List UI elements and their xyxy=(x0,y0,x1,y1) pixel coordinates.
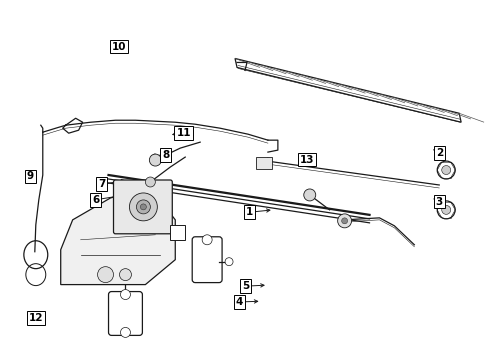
Circle shape xyxy=(224,258,233,266)
Circle shape xyxy=(98,267,113,283)
Circle shape xyxy=(136,200,150,214)
Polygon shape xyxy=(170,225,185,240)
Text: 1: 1 xyxy=(245,207,252,217)
Circle shape xyxy=(337,214,351,228)
Text: 2: 2 xyxy=(435,148,442,158)
Text: 5: 5 xyxy=(242,281,248,291)
Polygon shape xyxy=(61,190,175,285)
Polygon shape xyxy=(235,58,460,122)
FancyBboxPatch shape xyxy=(108,292,142,336)
Circle shape xyxy=(149,154,161,166)
Circle shape xyxy=(441,166,450,175)
Text: 8: 8 xyxy=(162,150,169,160)
Text: 4: 4 xyxy=(235,297,243,307)
Circle shape xyxy=(436,201,454,219)
Text: 7: 7 xyxy=(98,179,105,189)
Text: 6: 6 xyxy=(92,195,100,205)
FancyBboxPatch shape xyxy=(192,237,222,283)
Circle shape xyxy=(436,161,454,179)
Circle shape xyxy=(202,235,212,245)
Text: 10: 10 xyxy=(112,42,126,51)
Circle shape xyxy=(145,177,155,187)
Text: 13: 13 xyxy=(299,154,313,165)
Circle shape xyxy=(441,206,450,214)
Circle shape xyxy=(120,289,130,300)
Text: 9: 9 xyxy=(26,171,34,181)
FancyBboxPatch shape xyxy=(129,194,149,208)
Circle shape xyxy=(120,328,130,337)
Bar xyxy=(255,157,271,169)
Circle shape xyxy=(303,189,315,201)
Text: 11: 11 xyxy=(176,128,190,138)
Circle shape xyxy=(140,204,146,210)
Text: 3: 3 xyxy=(435,197,442,207)
Circle shape xyxy=(119,269,131,280)
Circle shape xyxy=(341,218,347,224)
FancyBboxPatch shape xyxy=(113,180,172,234)
Circle shape xyxy=(129,193,157,221)
Text: 12: 12 xyxy=(29,313,43,323)
